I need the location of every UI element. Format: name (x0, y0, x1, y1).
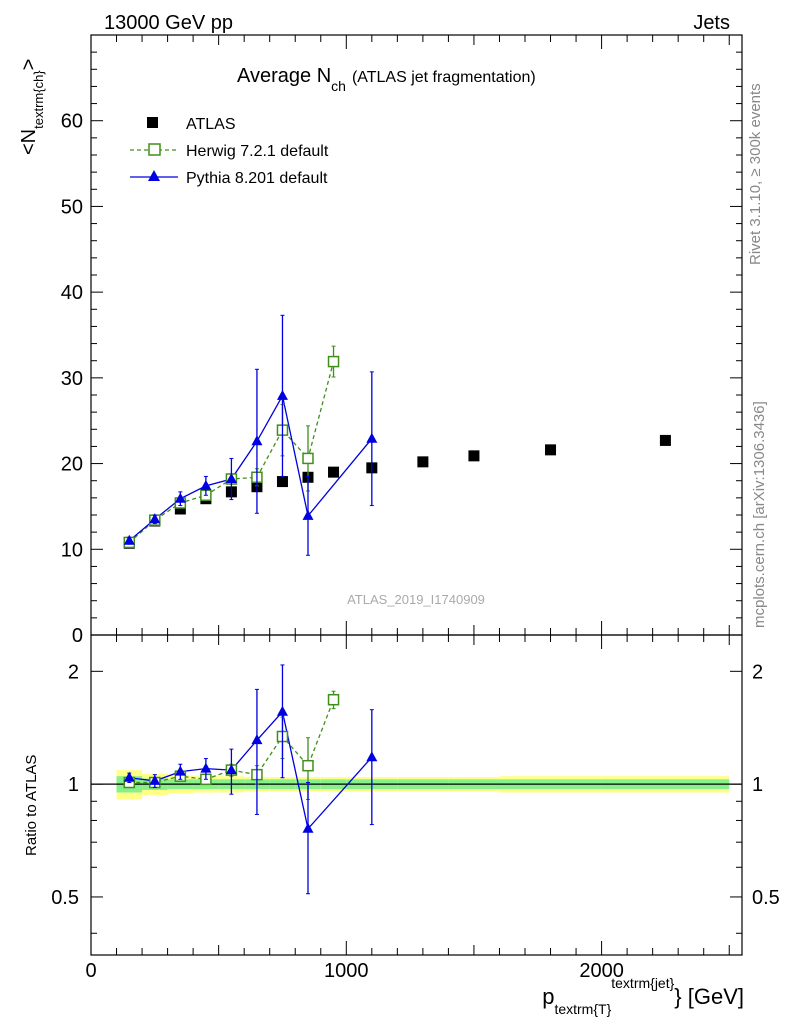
y-tick-label: 0 (72, 625, 83, 647)
ratio-y-tick-label: 2 (68, 661, 79, 683)
pythia-8-201-default-ratio-point (276, 705, 288, 716)
pythia-8-201-default-data-point (200, 479, 212, 490)
analysis-category-label: Jets (693, 12, 730, 34)
legend: ATLAS Herwig 7.2.1 default Pythia 8.201 … (130, 116, 329, 187)
pythia-8-201-default-ratio-point (302, 822, 314, 833)
pythia-8-201-default-ratio-point (366, 751, 378, 762)
pythia-8-201-default-data-point (149, 513, 161, 524)
legend-marker-herwig (148, 143, 161, 156)
atlas-data-point (276, 476, 288, 488)
pythia-8-201-default-ratio-point (251, 734, 263, 745)
atlas-data-point (174, 503, 186, 515)
main-series-lines (128, 361, 373, 543)
y-tick-label: 60 (61, 111, 83, 133)
atlas-data-point (545, 444, 557, 456)
legend-label-pythia: Pythia 8.201 default (186, 170, 328, 187)
atlas-data-point (417, 456, 429, 468)
atlas-data-point (659, 434, 671, 446)
ratio-series-lines (129, 699, 373, 831)
legend-marker-atlas (147, 117, 158, 128)
y-tick-label: 50 (61, 196, 83, 218)
ratio-y-tick-label: 2 (752, 661, 763, 683)
pythia-8-201-default-data-point (366, 432, 378, 443)
ratio-panel: 0.5 0.5 1 1 2 2 Ratio to ATLAS (23, 634, 780, 956)
main-y-axis-label: <Ntextrm{ch}> (18, 59, 46, 155)
main-title: Average Nch (ATLAS jet fragmentation) (237, 65, 536, 94)
x-axis-tick-labels: 0 1000 2000 (85, 960, 623, 982)
main-panel: 0 10 20 30 40 50 60 Average Nch (ATLAS jet frag… (18, 34, 743, 647)
ratio-uncertainty-band (91, 770, 742, 800)
pythia-8-201-default-data-point (302, 509, 314, 520)
pythia-8-201-default-ratio-point (149, 774, 161, 785)
y-tick-label: 20 (61, 454, 83, 476)
y-tick-label: 40 (61, 282, 83, 304)
herwig-7-2-1-default-data-point (302, 452, 314, 465)
analysis-watermark: ATLAS_2019_I1740909 (347, 592, 485, 607)
main-axis-ticks: 0 10 20 30 40 50 60 (61, 34, 742, 647)
herwig-7-2-1-default-ratio-point (327, 693, 340, 706)
atlas-data-point (328, 466, 340, 478)
pythia-8-201-default-ratio-point (174, 765, 186, 776)
pythia-8-201-default-data-point (123, 534, 135, 545)
ratio-axis-ticks: 0.5 0.5 1 1 2 2 (51, 635, 780, 955)
pythia-8-201-default-ratio-line (129, 710, 373, 831)
x-tick-label: 0 (85, 960, 96, 982)
ratio-y-tick-label: 1 (752, 774, 763, 796)
x-tick-label: 2000 (579, 960, 624, 982)
x-tick-label: 1000 (324, 960, 369, 982)
ratio-y-tick-label: 0.5 (51, 887, 79, 909)
main-series-markers (123, 314, 671, 556)
pythia-8-201-default-ratio-point (200, 762, 212, 773)
legend-label-atlas: ATLAS (186, 116, 236, 133)
pythia-8-201-default-data-point (251, 435, 263, 446)
pythia-8-201-default-data-point (276, 389, 288, 400)
ratio-y-tick-label: 1 (68, 774, 79, 796)
atlas-data-point (468, 450, 480, 462)
ratio-panel-frame (90, 634, 743, 956)
herwig-7-2-1-default-ratio-point (302, 759, 314, 772)
ratio-series-markers (123, 664, 378, 895)
legend-marker-pythia (148, 170, 160, 181)
y-tick-label: 30 (61, 368, 83, 390)
ratio-y-axis-label: Ratio to ATLAS (23, 755, 40, 856)
pythia-8-201-default-data-point (174, 492, 186, 503)
herwig-7-2-1-default-data-point (327, 355, 340, 368)
rivet-version-label: Rivet 3.1.10, ≥ 300k events (747, 83, 764, 265)
process-label: 13000 GeV pp (104, 12, 233, 34)
y-tick-label: 10 (61, 539, 83, 561)
pythia-8-201-default-data-point (225, 473, 237, 483)
ratio-y-tick-label: 0.5 (752, 887, 780, 909)
legend-label-herwig: Herwig 7.2.1 default (186, 143, 329, 160)
pythia-8-201-default-ratio-point (225, 764, 237, 775)
x-axis-label: ptextrm{T}textrm{jet}} [GeV] (542, 975, 744, 1017)
mcplots-reference-label: mcplots.cern.ch [arXiv:1306.3436] (751, 401, 768, 628)
pythia-8-201-default-ratio-point (123, 771, 135, 782)
